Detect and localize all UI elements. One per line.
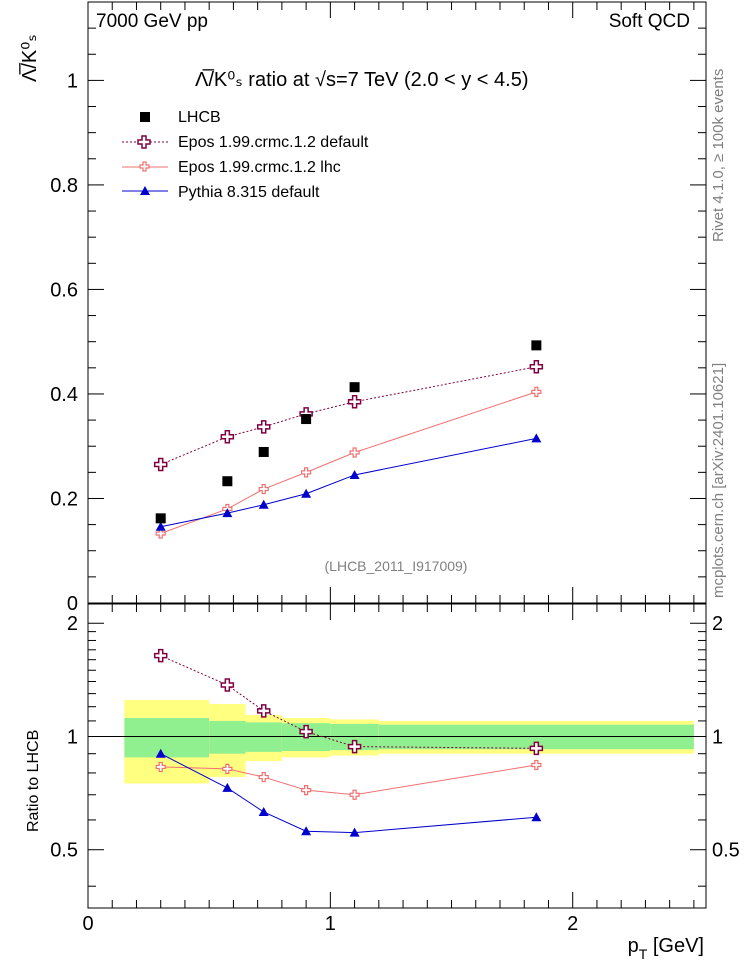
ratio-point-1 — [531, 759, 542, 771]
series-point-1 — [301, 467, 312, 478]
legend-marker-epos-lhc — [139, 161, 150, 172]
ratio-point-0 — [299, 724, 313, 739]
series-point-1 — [349, 447, 360, 458]
y-tick-label: 0.2 — [50, 488, 78, 510]
series-point-2 — [301, 488, 312, 498]
ratio-bands — [88, 700, 706, 784]
ratio-point-0 — [347, 739, 362, 754]
y-tick-label: 0.8 — [50, 175, 78, 197]
series-point-2 — [258, 499, 269, 509]
x-axis-label-sub: T — [639, 946, 648, 962]
ratio-y-axis-label: Ratio to LHCB — [25, 730, 42, 832]
chart-title: Λ̅/K⁰ₛ ratio at √s=7 TeV (2.0 < y < 4.5) — [195, 68, 529, 91]
ratio-point-0 — [220, 678, 235, 692]
ratio-point-2 — [258, 806, 269, 816]
ratio-tick-label-right: 0.5 — [712, 840, 740, 862]
x-axis-label: pT [GeV] — [628, 935, 704, 962]
data-point — [258, 446, 269, 457]
y-tick-label: 0.4 — [50, 384, 78, 406]
header-right: Soft QCD — [609, 11, 690, 32]
ratio-point-2 — [222, 782, 233, 792]
series-markers — [153, 340, 544, 837]
header-left: 7000 GeV pp — [96, 11, 208, 32]
ratio-point-0 — [153, 648, 168, 663]
rivet-label: Rivet 4.1.0, ≥ 100k events — [710, 69, 727, 242]
ratio-point-1 — [222, 763, 233, 775]
ratio-point-1 — [349, 789, 360, 800]
series-line-1 — [160, 391, 537, 534]
series-point-1 — [258, 483, 269, 495]
data-point — [155, 513, 166, 524]
series-line-2 — [160, 437, 537, 528]
ratio-point-2 — [155, 748, 166, 758]
series-point-1 — [531, 386, 542, 397]
series-point-1 — [155, 528, 166, 539]
ratio-point-1 — [301, 785, 312, 796]
ratio-tick-label-left: 0.5 — [50, 840, 78, 862]
legend-label-pythia: Pythia 8.315 default — [178, 184, 320, 201]
ratio-line-0 — [160, 655, 537, 749]
legend-label-epos-default: Epos 1.99.crmc.1.2 default — [178, 134, 369, 151]
ratio-point-2 — [349, 827, 360, 837]
ratio-tick-label-right: 2 — [712, 613, 723, 635]
ratio-band-stat — [124, 717, 210, 758]
main-frame — [87, 1, 707, 604]
mcplots-label: mcplots.cern.ch [arXiv:2401.10621] — [710, 363, 727, 598]
series-point-2 — [222, 508, 233, 518]
series-point-0 — [153, 457, 168, 472]
axes: 0 1 200.20.40.60.810.5 0.51 12 2 — [50, 1, 740, 935]
series-lines — [160, 366, 537, 834]
x-axis-label-unit: [GeV] — [647, 935, 704, 957]
series-point-2 — [531, 433, 542, 443]
ratio-tick-label-left: 1 — [67, 726, 78, 748]
ratio-band-stat — [245, 722, 282, 752]
series-point-0 — [347, 395, 362, 409]
ratio-point-0 — [256, 704, 271, 718]
legend-marker-pythia — [140, 186, 150, 195]
ratio-point-0 — [529, 741, 544, 756]
ratio-point-1 — [155, 761, 166, 773]
series-point-0 — [220, 430, 235, 444]
legend-label-lhcb: LHCB — [178, 109, 221, 126]
y-tick-label: 0 — [67, 593, 78, 615]
x-tick-label: 1 — [325, 913, 336, 935]
ratio-band-stat — [209, 720, 246, 754]
data-point — [301, 414, 312, 425]
ratio-point-1 — [258, 771, 269, 783]
series-point-0 — [256, 420, 271, 434]
legend-label-epos-lhc: Epos 1.99.crmc.1.2 lhc — [178, 159, 341, 176]
reference-label: (LHCB_2011_I917009) — [325, 558, 468, 574]
y-axis-label: Λ̅/K⁰ₛ — [18, 34, 41, 82]
legend: LHCB Epos 1.99.crmc.1.2 default Epos 1.9… — [122, 109, 369, 201]
data-point — [531, 340, 542, 351]
data-point — [222, 476, 233, 487]
y-tick-label: 1 — [67, 70, 78, 92]
data-point — [349, 382, 360, 393]
x-tick-label: 2 — [567, 913, 578, 935]
legend-marker-epos-default — [137, 135, 151, 149]
ratio-tick-label-right: 1 — [712, 726, 723, 748]
ratio-point-2 — [301, 826, 312, 836]
series-point-0 — [529, 360, 544, 374]
ratio-line-2 — [160, 753, 537, 834]
series-point-2 — [155, 521, 166, 531]
legend-marker-lhcb — [140, 112, 150, 122]
ratio-point-2 — [531, 812, 542, 822]
x-tick-label: 0 — [82, 913, 93, 935]
ratio-frame — [87, 603, 707, 909]
ratio-tick-label-left: 2 — [67, 613, 78, 635]
ratio-line-1 — [160, 764, 537, 796]
y-tick-label: 0.6 — [50, 279, 78, 301]
series-point-2 — [349, 469, 360, 479]
series-line-0 — [160, 366, 537, 465]
